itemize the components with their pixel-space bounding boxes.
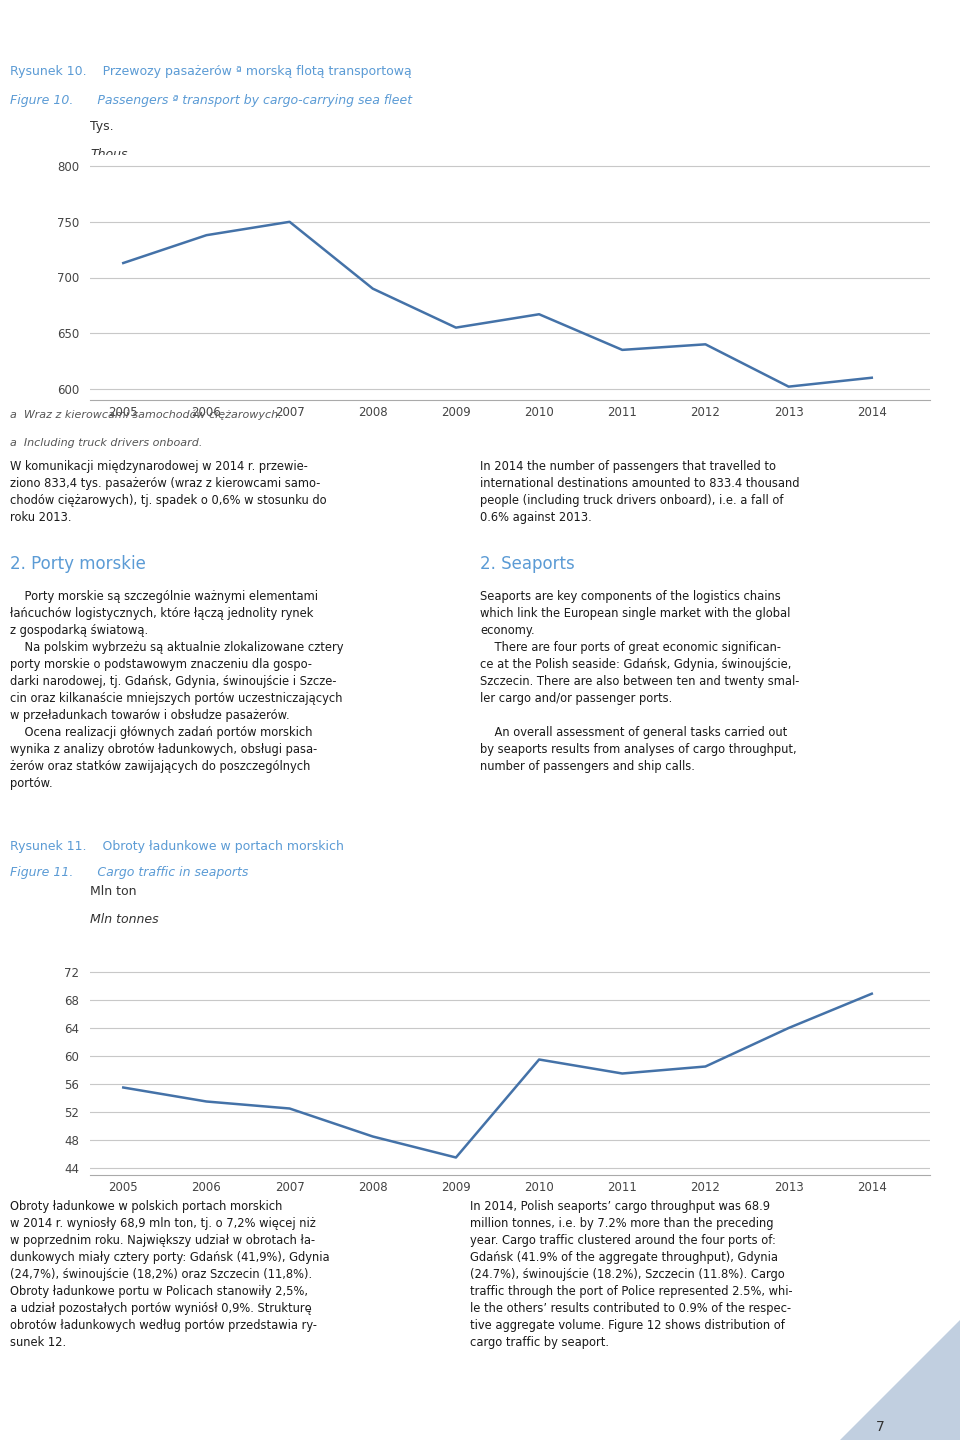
- Polygon shape: [840, 1320, 960, 1440]
- Text: 7: 7: [876, 1420, 884, 1434]
- Text: Rysunek 11.    Obroty ładunkowe w portach morskich: Rysunek 11. Obroty ładunkowe w portach m…: [10, 840, 344, 852]
- Text: Mln tonnes: Mln tonnes: [90, 913, 158, 926]
- Text: 2. Porty morskie: 2. Porty morskie: [10, 554, 146, 573]
- Text: W komunikacji międzynarodowej w 2014 r. przewie-
ziono 833,4 tys. pasażerów (wra: W komunikacji międzynarodowej w 2014 r. …: [10, 459, 326, 524]
- Text: Rysunek 10.    Przewozy pasażerów ª morską flotą transportową: Rysunek 10. Przewozy pasażerów ª morską …: [10, 65, 412, 78]
- Text: Figure 10.      Passengers ª transport by cargo-carrying sea fleet: Figure 10. Passengers ª transport by car…: [10, 94, 412, 107]
- Text: Obroty ładunkowe w polskich portach morskich
w 2014 r. wyniosły 68,9 mln ton, tj: Obroty ładunkowe w polskich portach mors…: [10, 1200, 329, 1349]
- Text: 2. Seaports: 2. Seaports: [480, 554, 575, 573]
- Text: Figure 11.      Cargo traffic in seaports: Figure 11. Cargo traffic in seaports: [10, 865, 249, 878]
- Text: a  Including truck drivers onboard.: a Including truck drivers onboard.: [10, 438, 203, 448]
- Text: a  Wraz z kierowcami samochodów ciężarowych.: a Wraz z kierowcami samochodów ciężarowy…: [10, 410, 281, 420]
- Text: Seaports are key components of the logistics chains
which link the European sing: Seaports are key components of the logis…: [480, 590, 800, 773]
- Text: Thous.: Thous.: [90, 148, 132, 161]
- Text: Mln ton: Mln ton: [90, 886, 136, 899]
- Text: POLISH MARITIME ECONOMY: POLISH MARITIME ECONOMY: [650, 19, 931, 36]
- Text: Tys.: Tys.: [90, 120, 113, 132]
- Text: In 2014 the number of passengers that travelled to
international destinations am: In 2014 the number of passengers that tr…: [480, 459, 800, 524]
- Text: In 2014, Polish seaports’ cargo throughput was 68.9
million tonnes, i.e. by 7.2%: In 2014, Polish seaports’ cargo throughp…: [470, 1200, 793, 1349]
- Text: Porty morskie są szczególnie ważnymi elementami
łańcuchów logistycznych, które ł: Porty morskie są szczególnie ważnymi ele…: [10, 590, 344, 791]
